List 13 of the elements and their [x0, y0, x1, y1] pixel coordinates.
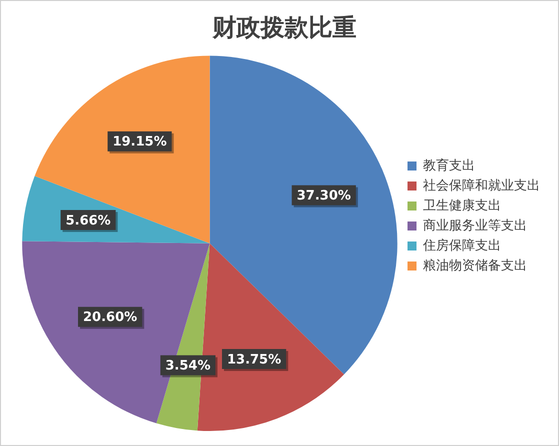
legend-label: 社会保障和就业支出 [423, 178, 540, 194]
data-label: 13.75% [226, 352, 282, 368]
data-label: 3.54% [165, 358, 210, 374]
data-label: 19.15% [112, 134, 167, 150]
legend-label: 住房保障支出 [422, 237, 501, 254]
legend-label: 教育支出 [423, 157, 475, 174]
legend-label: 卫生健康支出 [423, 198, 501, 214]
chart-title: 财政拨款比重 [212, 12, 356, 42]
legend-label: 商业服务业等支出 [423, 218, 527, 234]
data-label: 20.60% [83, 310, 138, 326]
legend-label: 粮油物资储备支出 [423, 258, 527, 274]
data-label: 37.30% [296, 188, 351, 204]
data-label: 5.66% [66, 213, 111, 228]
